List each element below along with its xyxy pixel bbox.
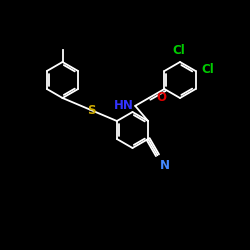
Text: O: O [156,91,166,104]
Text: Cl: Cl [172,44,185,57]
Text: S: S [87,104,95,117]
Text: Cl: Cl [202,63,214,76]
Text: HN: HN [114,99,134,112]
Text: N: N [160,159,170,172]
